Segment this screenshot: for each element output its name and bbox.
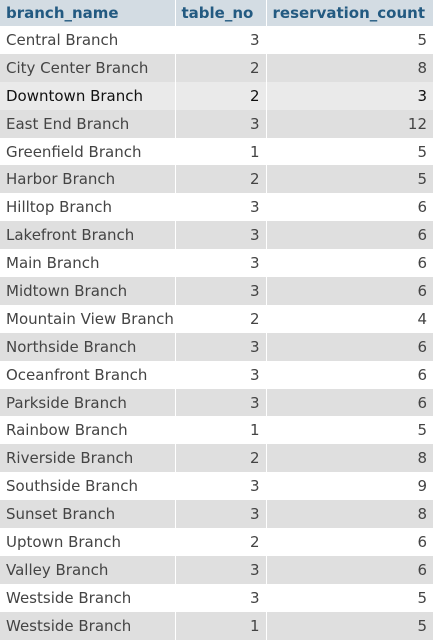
cell-branch-name: Southside Branch bbox=[0, 472, 176, 501]
cell-table-no: 1 bbox=[175, 416, 267, 445]
cell-branch-name: Hilltop Branch bbox=[0, 193, 176, 222]
cell-reservation-count: 6 bbox=[266, 555, 433, 584]
cell-branch-name: Central Branch bbox=[0, 26, 176, 54]
cell-branch-name: Lakefront Branch bbox=[0, 221, 176, 250]
table-row[interactable]: Northside Branch 3 6 bbox=[0, 332, 433, 361]
table-row[interactable]: Main Branch 3 6 bbox=[0, 249, 433, 278]
cell-table-no: 3 bbox=[175, 500, 267, 529]
cell-table-no: 3 bbox=[175, 193, 267, 222]
cell-reservation-count: 8 bbox=[266, 500, 433, 529]
cell-reservation-count: 6 bbox=[266, 388, 433, 417]
cell-reservation-count: 5 bbox=[266, 137, 433, 166]
cell-reservation-count: 6 bbox=[266, 249, 433, 278]
table-row[interactable]: Downtown Branch 2 3 bbox=[0, 81, 433, 110]
cell-reservation-count: 9 bbox=[266, 472, 433, 501]
table-row[interactable]: Lakefront Branch 3 6 bbox=[0, 221, 433, 250]
cell-table-no: 3 bbox=[175, 583, 267, 612]
table-row[interactable]: City Center Branch 2 8 bbox=[0, 53, 433, 82]
cell-reservation-count: 5 bbox=[266, 611, 433, 640]
cell-table-no: 3 bbox=[175, 109, 267, 138]
cell-branch-name: Rainbow Branch bbox=[0, 416, 176, 445]
cell-branch-name: Harbor Branch bbox=[0, 165, 176, 194]
cell-table-no: 2 bbox=[175, 528, 267, 556]
cell-reservation-count: 5 bbox=[266, 165, 433, 194]
cell-table-no: 2 bbox=[175, 165, 267, 194]
cell-table-no: 3 bbox=[175, 221, 267, 250]
table-header: branch_name table_no reservation_count bbox=[0, 0, 433, 26]
table-row[interactable]: Sunset Branch 3 8 bbox=[0, 500, 433, 529]
header-row: branch_name table_no reservation_count bbox=[0, 0, 433, 26]
cell-table-no: 3 bbox=[175, 472, 267, 501]
cell-reservation-count: 8 bbox=[266, 444, 433, 473]
table-row[interactable]: Central Branch 3 5 bbox=[0, 26, 433, 54]
table-row[interactable]: Riverside Branch 2 8 bbox=[0, 444, 433, 473]
cell-branch-name: Midtown Branch bbox=[0, 277, 176, 305]
cell-reservation-count: 12 bbox=[266, 109, 433, 138]
table-row[interactable]: Harbor Branch 2 5 bbox=[0, 165, 433, 194]
table-row[interactable]: Southside Branch 3 9 bbox=[0, 472, 433, 501]
table-row[interactable]: Westside Branch 1 5 bbox=[0, 611, 433, 640]
table-row[interactable]: Greenfield Branch 1 5 bbox=[0, 137, 433, 166]
cell-branch-name: Westside Branch bbox=[0, 611, 176, 640]
cell-reservation-count: 5 bbox=[266, 583, 433, 612]
cell-branch-name: Valley Branch bbox=[0, 555, 176, 584]
table-row[interactable]: Valley Branch 3 6 bbox=[0, 555, 433, 584]
cell-branch-name: East End Branch bbox=[0, 109, 176, 138]
cell-table-no: 3 bbox=[175, 555, 267, 584]
table-row[interactable]: Midtown Branch 3 6 bbox=[0, 277, 433, 305]
cell-reservation-count: 4 bbox=[266, 304, 433, 333]
cell-reservation-count: 5 bbox=[266, 416, 433, 445]
cell-branch-name: Riverside Branch bbox=[0, 444, 176, 473]
cell-branch-name: Downtown Branch bbox=[0, 81, 176, 110]
cell-branch-name: Main Branch bbox=[0, 249, 176, 278]
cell-reservation-count: 6 bbox=[266, 221, 433, 250]
table-row[interactable]: Hilltop Branch 3 6 bbox=[0, 193, 433, 222]
cell-reservation-count: 6 bbox=[266, 332, 433, 361]
cell-table-no: 3 bbox=[175, 277, 267, 305]
column-header-reservation-count[interactable]: reservation_count bbox=[266, 0, 433, 26]
column-header-table-no[interactable]: table_no bbox=[175, 0, 267, 26]
cell-reservation-count: 3 bbox=[266, 81, 433, 110]
cell-branch-name: Northside Branch bbox=[0, 332, 176, 361]
cell-branch-name: Westside Branch bbox=[0, 583, 176, 612]
table-row[interactable]: Parkside Branch 3 6 bbox=[0, 388, 433, 417]
cell-table-no: 2 bbox=[175, 444, 267, 473]
cell-reservation-count: 5 bbox=[266, 26, 433, 54]
results-table: branch_name table_no reservation_count C… bbox=[0, 0, 433, 640]
cell-table-no: 2 bbox=[175, 304, 267, 333]
cell-branch-name: Mountain View Branch bbox=[0, 304, 176, 333]
cell-reservation-count: 6 bbox=[266, 360, 433, 389]
cell-table-no: 3 bbox=[175, 249, 267, 278]
cell-table-no: 2 bbox=[175, 81, 267, 110]
cell-table-no: 3 bbox=[175, 332, 267, 361]
column-header-branch-name[interactable]: branch_name bbox=[0, 0, 176, 26]
cell-branch-name: Parkside Branch bbox=[0, 388, 176, 417]
cell-table-no: 3 bbox=[175, 26, 267, 54]
cell-table-no: 3 bbox=[175, 388, 267, 417]
table-row[interactable]: Mountain View Branch 2 4 bbox=[0, 304, 433, 333]
cell-branch-name: City Center Branch bbox=[0, 53, 176, 82]
cell-table-no: 3 bbox=[175, 360, 267, 389]
cell-branch-name: Uptown Branch bbox=[0, 528, 176, 556]
cell-branch-name: Oceanfront Branch bbox=[0, 360, 176, 389]
cell-branch-name: Greenfield Branch bbox=[0, 137, 176, 166]
table-row[interactable]: Uptown Branch 2 6 bbox=[0, 528, 433, 556]
cell-reservation-count: 6 bbox=[266, 277, 433, 305]
cell-reservation-count: 6 bbox=[266, 193, 433, 222]
cell-reservation-count: 6 bbox=[266, 528, 433, 556]
cell-branch-name: Sunset Branch bbox=[0, 500, 176, 529]
cell-table-no: 2 bbox=[175, 53, 267, 82]
table-row[interactable]: East End Branch 3 12 bbox=[0, 109, 433, 138]
table-row[interactable]: Rainbow Branch 1 5 bbox=[0, 416, 433, 445]
table-row[interactable]: Oceanfront Branch 3 6 bbox=[0, 360, 433, 389]
cell-table-no: 1 bbox=[175, 137, 267, 166]
cell-reservation-count: 8 bbox=[266, 53, 433, 82]
table-body: Central Branch 3 5 City Center Branch 2 8 Down… bbox=[0, 26, 433, 640]
table-row[interactable]: Westside Branch 3 5 bbox=[0, 583, 433, 612]
cell-table-no: 1 bbox=[175, 611, 267, 640]
